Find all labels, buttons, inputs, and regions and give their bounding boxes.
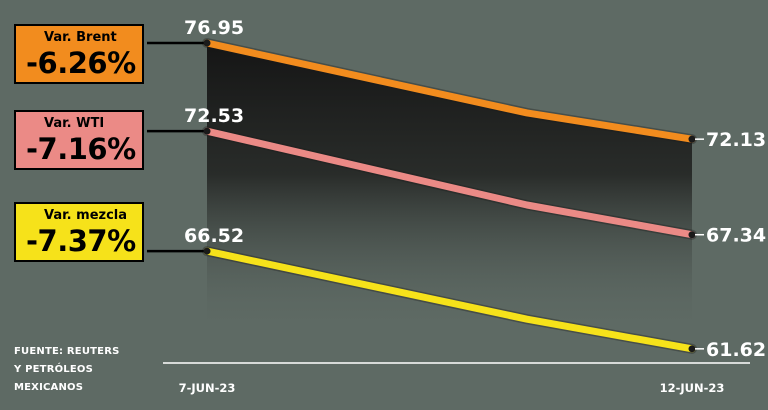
legend-badge-mezcla: Var. mezcla -7.37% (14, 202, 144, 262)
source-line-3: MEXICANOS (14, 382, 84, 393)
point-end-brent (688, 135, 696, 143)
legend-badge-brent-title: Var. Brent (44, 30, 117, 45)
x-tick-label-0: 7-JUN-23 (179, 381, 236, 395)
series-line-wti (203, 127, 696, 239)
point-end-wti (688, 231, 696, 239)
point-start-brent (203, 39, 211, 47)
series-line-mezcla (203, 247, 696, 353)
legend-badge-wti-change: -7.16% (26, 132, 136, 166)
legend-badge-wti: Var. WTI -7.16% (14, 110, 144, 170)
end-value-label-brent: 72.13 (706, 129, 766, 151)
x-tick-label-1: 12-JUN-23 (660, 381, 725, 395)
legend-badge-mezcla-title: Var. mezcla (44, 208, 128, 223)
start-value-label-wti: 72.53 (184, 105, 244, 127)
start-value-label-brent: 76.95 (184, 17, 244, 39)
series-lines-layer (147, 38, 704, 354)
series-line-brent (203, 39, 696, 143)
legend-badge-brent-change: -6.26% (26, 46, 136, 80)
point-end-mezcla (688, 345, 696, 353)
source-note: FUENTE: REUTERS Y PETRÓLEOS MEXICANOS (14, 343, 120, 397)
legend-badge-mezcla-change: -7.37% (26, 224, 136, 258)
end-value-label-wti: 67.34 (706, 225, 766, 247)
legend-badge-brent: Var. Brent -6.26% (14, 24, 144, 84)
source-line-1: FUENTE: REUTERS (14, 346, 120, 357)
start-value-label-mezcla: 66.52 (184, 225, 244, 247)
point-start-wti (203, 127, 211, 135)
legend-badge-wti-title: Var. WTI (44, 116, 105, 131)
point-start-mezcla (203, 247, 211, 255)
x-axis-ticks: 7-JUN-23 12-JUN-23 (179, 381, 725, 395)
source-line-2: Y PETRÓLEOS (14, 364, 94, 375)
value-labels-layer: 76.95 72.13 72.53 67.34 66.52 61.62 (184, 17, 766, 361)
end-value-label-mezcla: 61.62 (706, 339, 766, 361)
